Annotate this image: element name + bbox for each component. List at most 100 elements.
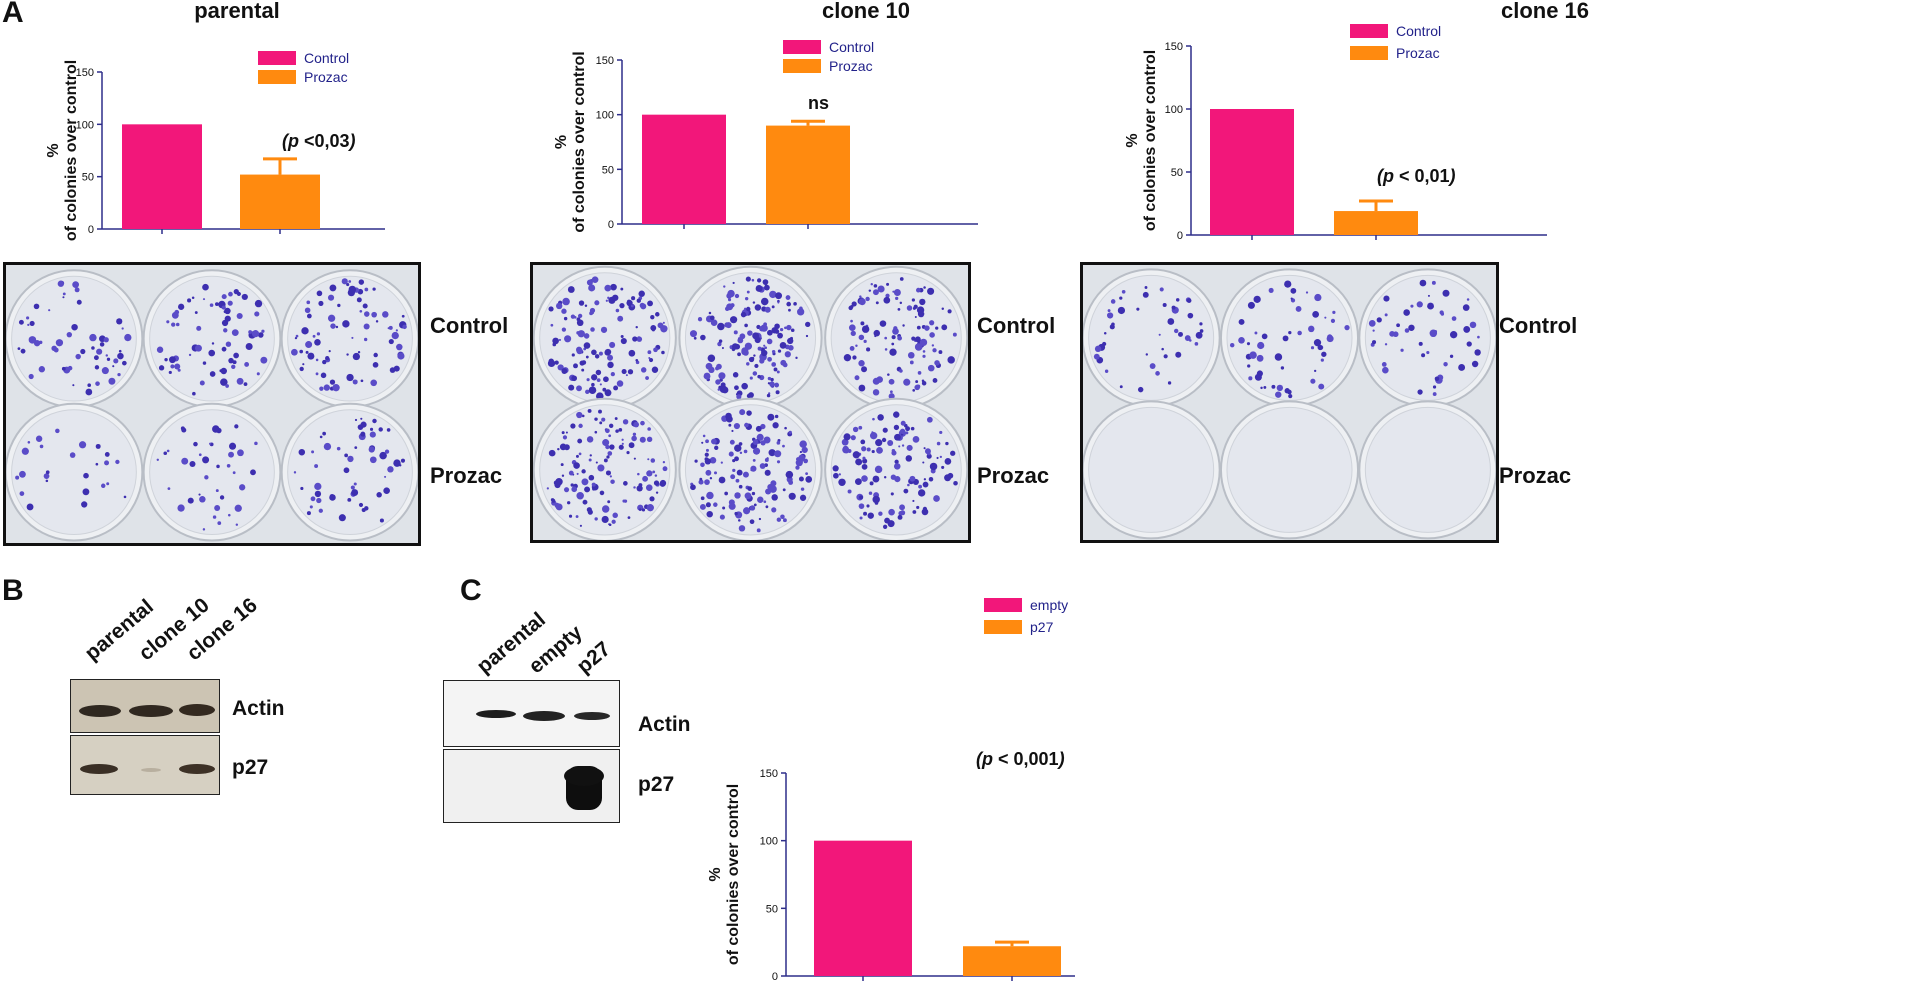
colony-dot — [85, 388, 93, 396]
colony-dot — [323, 442, 332, 451]
colony-dot — [861, 325, 870, 333]
y-axis-label: % of colonies over control — [707, 784, 742, 965]
colony-dot — [729, 439, 735, 445]
colony-dot — [1376, 317, 1382, 323]
colony-dot — [1257, 341, 1265, 350]
colony-dot — [156, 458, 159, 461]
colony-dot — [372, 287, 376, 291]
colony-dot — [191, 296, 195, 299]
colony-dot — [766, 393, 771, 398]
colony-dot — [1419, 279, 1427, 287]
colony-dot — [1429, 329, 1438, 338]
colony-dot — [607, 296, 610, 300]
colony-dot — [899, 277, 904, 281]
colony-dot — [587, 408, 592, 413]
colony-dot — [868, 491, 873, 495]
legend-label: Control — [304, 50, 349, 66]
colony-dot — [1417, 389, 1423, 395]
colony-dot — [746, 306, 751, 312]
annotation-part: ( — [976, 749, 984, 769]
colony-dot — [250, 469, 256, 476]
chart-title-parental: parental — [194, 0, 280, 23]
colony-dot — [1321, 351, 1327, 357]
colony-dot — [765, 505, 769, 509]
colony-dot — [754, 363, 759, 369]
colony-dot — [75, 353, 81, 360]
y-axis-label-line2: of colonies over control — [725, 784, 742, 965]
colony-dot — [893, 424, 900, 431]
colony-dot — [554, 360, 559, 365]
colony-dot — [388, 325, 393, 330]
colony-dot — [700, 496, 705, 501]
colony-dot — [751, 278, 755, 282]
colony-dot — [212, 515, 217, 519]
colony-dot — [583, 333, 590, 339]
legend-swatch-prozac — [1350, 46, 1388, 60]
colony-dot — [749, 376, 753, 380]
y-axis-label: % of colonies over control — [1124, 50, 1159, 231]
colony-dot — [862, 458, 868, 464]
colony-dot — [905, 426, 911, 432]
colony-dot — [866, 504, 870, 508]
colony-dot — [872, 389, 880, 396]
colony-dot — [744, 296, 749, 301]
colony-dot — [1310, 378, 1316, 384]
colony-dot — [719, 514, 725, 520]
colony-dot — [1171, 305, 1176, 310]
colony-dot — [557, 447, 560, 451]
bar-empty — [814, 840, 912, 976]
colony-dot — [96, 348, 103, 355]
colony-dot — [767, 356, 772, 362]
colony-dot — [576, 346, 583, 353]
colony-dot — [788, 480, 794, 485]
colony-dot — [177, 368, 181, 372]
bar-prozac — [766, 125, 850, 224]
colony-dot — [953, 480, 958, 486]
colony-dot — [591, 482, 596, 487]
colony-dot — [581, 469, 586, 474]
colony-dot — [795, 356, 798, 360]
colony-dot — [187, 497, 194, 504]
colony-dot — [166, 320, 170, 324]
colony-dot — [752, 447, 761, 455]
colony-dot — [189, 461, 196, 468]
colony-dot — [734, 492, 741, 499]
colony-dot — [1383, 295, 1390, 302]
colony-dot — [577, 313, 583, 319]
colony-dot — [1392, 331, 1399, 338]
colony-dot — [861, 446, 867, 452]
colony-dot — [555, 478, 563, 486]
colony-dot — [927, 364, 935, 372]
colony-dot — [790, 328, 795, 333]
colony-dot — [212, 425, 220, 433]
colony-dot — [397, 352, 405, 360]
colony-dot — [722, 506, 726, 510]
colony-dot — [251, 330, 260, 338]
colony-dot — [850, 435, 856, 441]
colony-dot — [567, 286, 575, 293]
colony-dot — [766, 338, 773, 345]
blot-c-row-label-p27: p27 — [638, 773, 675, 796]
colony-dot — [1167, 318, 1175, 325]
colony-dot — [589, 454, 592, 457]
colony-dot — [618, 444, 624, 450]
colony-dot — [393, 365, 400, 372]
colony-dot — [584, 304, 588, 308]
colony-dot — [849, 345, 855, 351]
colony-dot — [868, 289, 872, 292]
colony-dot — [584, 486, 591, 493]
colony-dot — [1174, 328, 1179, 334]
colony-dot — [866, 347, 871, 352]
colony-dot — [319, 435, 323, 439]
colony-dot — [799, 450, 803, 454]
colony-dot — [554, 502, 560, 508]
colony-dot — [312, 334, 316, 338]
colony-dot — [861, 475, 868, 482]
colony-dot — [706, 491, 714, 500]
colony-dot — [364, 287, 369, 292]
colony-dot — [243, 382, 248, 387]
colony-dot — [358, 502, 364, 508]
colony-dot — [633, 486, 636, 489]
colony-dot — [748, 356, 755, 363]
